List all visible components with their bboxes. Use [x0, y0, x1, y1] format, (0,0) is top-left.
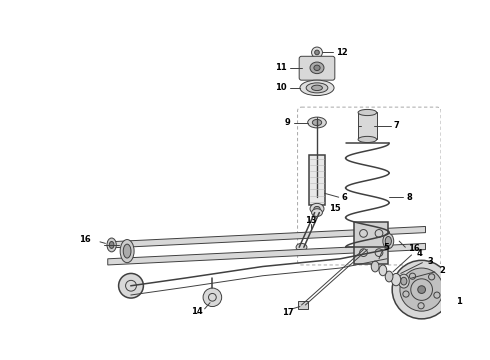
Ellipse shape — [107, 238, 116, 252]
Ellipse shape — [123, 244, 131, 258]
Ellipse shape — [385, 237, 392, 246]
Bar — [358, 112, 377, 139]
Ellipse shape — [392, 274, 401, 286]
Bar — [309, 155, 325, 205]
Circle shape — [392, 260, 451, 319]
Text: 1: 1 — [457, 297, 463, 306]
Text: 8: 8 — [406, 193, 412, 202]
Text: 11: 11 — [275, 63, 287, 72]
Bar — [297, 301, 309, 309]
Text: 2: 2 — [440, 266, 445, 275]
Circle shape — [119, 274, 144, 298]
Text: 16: 16 — [409, 244, 420, 253]
Text: 10: 10 — [275, 84, 287, 93]
Text: 14: 14 — [191, 307, 203, 316]
Ellipse shape — [398, 274, 409, 288]
Ellipse shape — [358, 109, 377, 116]
FancyBboxPatch shape — [299, 56, 335, 80]
Circle shape — [203, 288, 221, 306]
Ellipse shape — [358, 136, 377, 143]
Ellipse shape — [383, 233, 394, 249]
Ellipse shape — [310, 203, 324, 214]
Text: 4: 4 — [416, 249, 422, 258]
Ellipse shape — [314, 65, 320, 71]
Ellipse shape — [308, 117, 326, 128]
Text: 5: 5 — [384, 243, 390, 252]
Ellipse shape — [314, 206, 320, 211]
Ellipse shape — [385, 271, 393, 282]
Ellipse shape — [300, 80, 334, 95]
Polygon shape — [108, 226, 425, 248]
Ellipse shape — [296, 243, 307, 251]
Ellipse shape — [371, 261, 379, 272]
Circle shape — [315, 50, 319, 55]
Text: 3: 3 — [427, 257, 433, 266]
Circle shape — [312, 47, 322, 58]
Circle shape — [400, 268, 443, 311]
Ellipse shape — [401, 277, 407, 285]
Ellipse shape — [109, 242, 114, 248]
Text: 7: 7 — [394, 121, 399, 130]
Bar — [354, 222, 388, 264]
Text: 13: 13 — [305, 216, 317, 225]
Circle shape — [418, 286, 425, 293]
Text: 9: 9 — [285, 118, 291, 127]
Ellipse shape — [120, 239, 134, 263]
Ellipse shape — [310, 62, 324, 73]
Polygon shape — [108, 243, 425, 265]
Ellipse shape — [306, 83, 328, 93]
Text: 17: 17 — [282, 308, 294, 317]
Ellipse shape — [312, 209, 322, 216]
Ellipse shape — [312, 120, 321, 126]
Text: 16: 16 — [79, 235, 91, 244]
Text: 15: 15 — [329, 204, 341, 213]
Text: 6: 6 — [342, 193, 348, 202]
Ellipse shape — [312, 85, 322, 91]
Text: 12: 12 — [336, 48, 347, 57]
Ellipse shape — [379, 265, 387, 276]
